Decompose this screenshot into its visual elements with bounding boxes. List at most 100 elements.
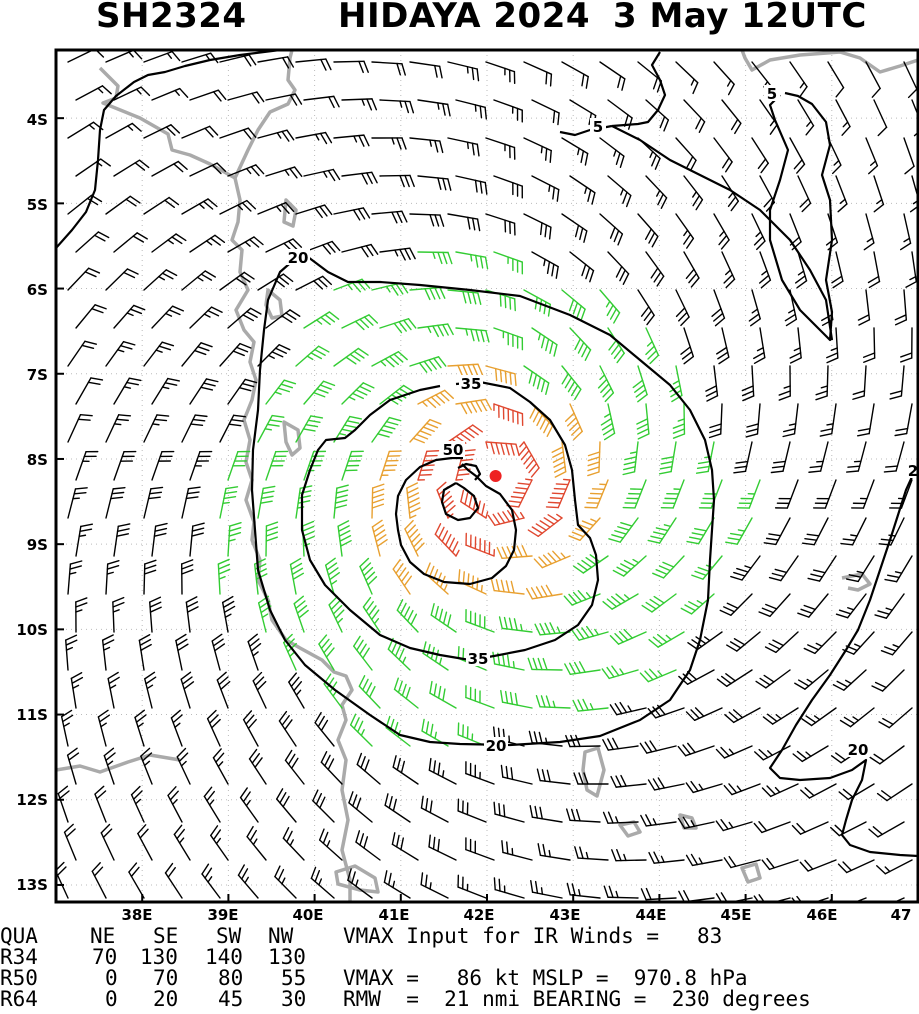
wind-barb — [715, 745, 753, 759]
barb-feather — [757, 158, 767, 170]
wind-barb — [430, 603, 457, 633]
barb-feather — [615, 152, 621, 165]
barb-feather — [394, 644, 402, 657]
barb-half-feather — [726, 79, 732, 87]
barb-feather — [554, 471, 567, 478]
barb-feather — [635, 389, 647, 398]
wind-barb — [561, 61, 589, 89]
wind-barb — [711, 289, 726, 327]
barb-feather — [647, 539, 661, 544]
barb-feather — [243, 55, 252, 67]
barb-feather — [459, 432, 471, 442]
barb-feather — [697, 460, 711, 465]
barb-feather — [149, 606, 162, 613]
isotach-50 — [394, 456, 518, 586]
coastline-island-zanzibar — [282, 420, 302, 457]
wind-barb — [371, 137, 407, 150]
barb-feather — [387, 397, 399, 405]
barb-half-feather — [167, 239, 174, 245]
wind-barb — [602, 811, 639, 824]
barb-feather — [543, 421, 550, 434]
barb-feather — [774, 568, 788, 574]
barb-half-feather — [347, 283, 353, 291]
barb-feather — [176, 747, 187, 758]
barb-feather — [542, 843, 547, 857]
barb-feather — [296, 605, 308, 614]
barb-feather — [805, 715, 817, 724]
wind-barb — [278, 710, 297, 747]
barb-feather — [314, 711, 322, 724]
barb-half-feather — [755, 231, 762, 238]
wind-barb — [724, 707, 761, 724]
barb-feather — [815, 395, 828, 401]
barb-feather — [346, 420, 360, 424]
barb-feather — [177, 643, 189, 652]
barb-feather — [868, 280, 881, 289]
wind-barb — [257, 485, 276, 519]
barb-half-feather — [465, 328, 469, 336]
barb-feather — [894, 432, 908, 437]
barb-half-feather — [158, 275, 166, 281]
barb-feather — [207, 309, 220, 317]
wind-barb — [716, 669, 753, 687]
wind-barb — [609, 628, 647, 645]
barb-feather — [493, 801, 496, 815]
coastline-comoros-4 — [740, 862, 762, 884]
barb-feather — [274, 865, 281, 878]
barb-feather — [481, 503, 486, 516]
barb-feather — [847, 465, 861, 468]
wind-barb — [561, 137, 589, 166]
wind-barb — [379, 99, 415, 114]
barb-feather — [442, 177, 447, 191]
barb-feather — [410, 613, 418, 626]
barb-half-feather — [756, 347, 764, 352]
barb-feather — [178, 752, 189, 763]
contour-label-5-ne: 5 — [764, 85, 780, 103]
barb-feather — [112, 596, 125, 603]
barb-feather — [842, 538, 856, 542]
wind-barb — [265, 309, 301, 329]
wind-barb — [181, 52, 219, 64]
wind-barb — [181, 198, 218, 215]
barb-feather — [445, 504, 456, 515]
barb-feather — [202, 200, 214, 210]
barb-feather — [613, 229, 620, 243]
header-sw: SW — [216, 924, 242, 948]
barb-feather — [65, 828, 76, 838]
barb-feather — [256, 91, 265, 103]
wind-barb — [733, 441, 753, 474]
barb-feather — [132, 790, 143, 800]
barb-feather — [573, 661, 581, 674]
barb-feather — [362, 647, 370, 659]
barb-feather — [608, 538, 621, 543]
barb-feather — [535, 523, 547, 531]
barb-feather — [87, 381, 101, 385]
wind-barb — [185, 596, 199, 633]
barb-feather — [322, 275, 332, 286]
barb-feather — [553, 487, 567, 490]
barb-shaft — [853, 897, 867, 902]
wind-barb — [561, 213, 588, 243]
barb-feather — [190, 423, 204, 427]
barb-feather — [428, 757, 432, 771]
barb-feather — [552, 451, 564, 458]
wind-barb — [500, 689, 533, 709]
barb-feather — [360, 756, 366, 769]
barb-half-feather — [373, 617, 380, 625]
wind-barb — [686, 517, 715, 545]
wind-barb — [812, 479, 837, 509]
wind-barb — [501, 840, 533, 861]
barb-feather — [441, 495, 453, 505]
barb-feather — [90, 377, 104, 381]
barb-feather — [587, 456, 601, 462]
barb-feather — [225, 486, 239, 490]
barb-feather — [794, 275, 806, 284]
wind-barb — [181, 270, 216, 291]
wind-barb — [545, 478, 571, 509]
wind-barb — [75, 597, 88, 633]
barb-feather — [398, 321, 407, 332]
barb-half-feather — [127, 125, 134, 131]
barb-feather — [359, 318, 370, 329]
barb-feather — [154, 522, 168, 527]
barb-feather — [293, 595, 304, 605]
